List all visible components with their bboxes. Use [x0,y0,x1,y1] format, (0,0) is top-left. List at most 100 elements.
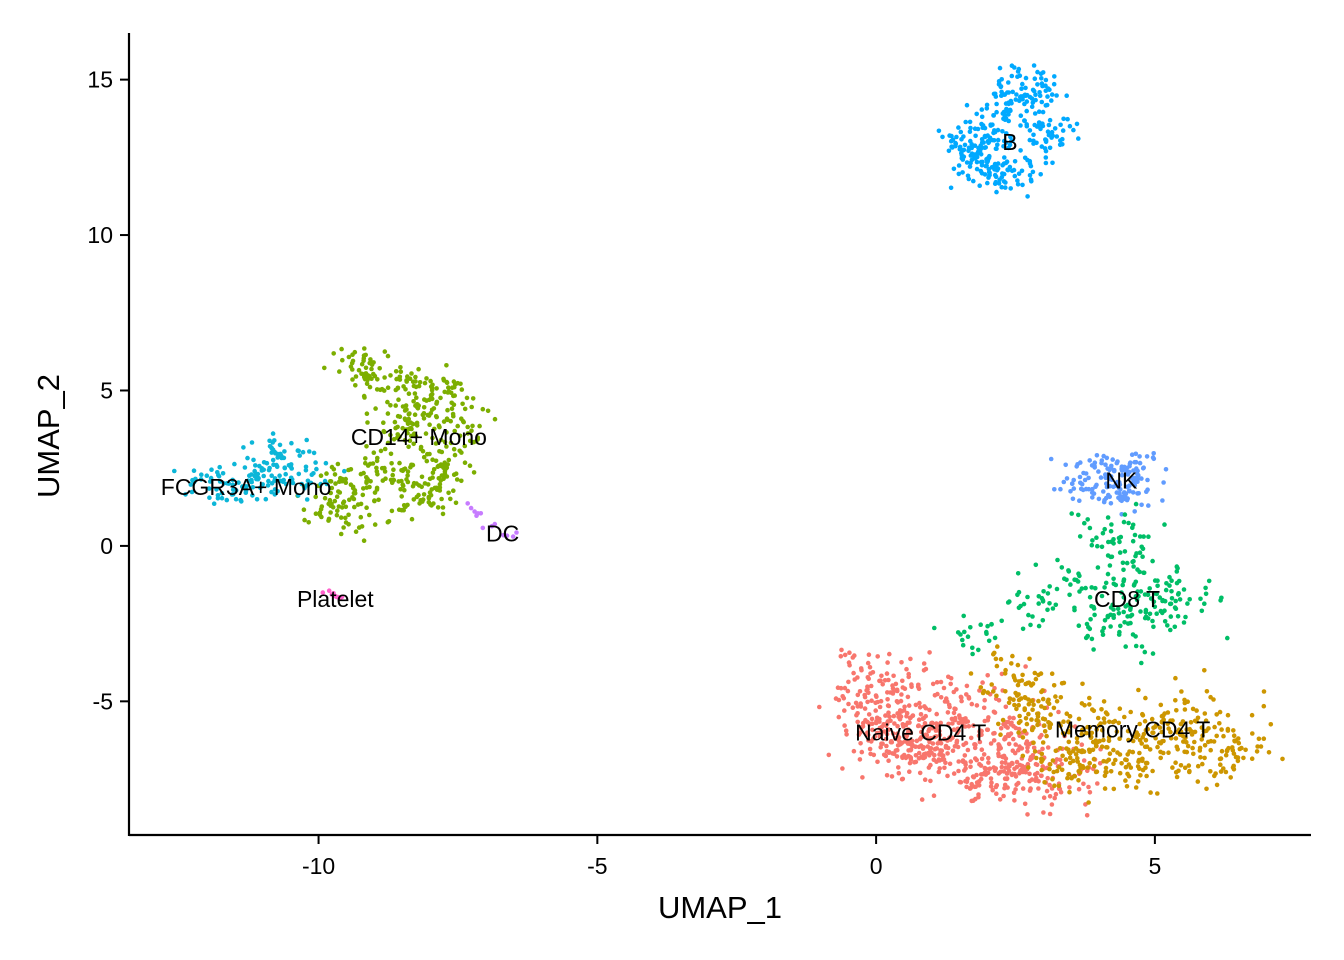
cell-point [878,745,883,750]
cell-point [997,177,1002,182]
cell-point [1076,786,1082,792]
cell-point [485,408,491,414]
cell-point [1073,752,1079,757]
cell-point [1018,768,1023,774]
cell-point [890,686,896,691]
cell-point [1000,717,1006,723]
cell-point [982,172,988,177]
cell-point [900,722,906,727]
cell-point [428,378,433,384]
cell-point [1128,620,1133,626]
cell-point [358,471,364,477]
cell-point [950,748,956,753]
cell-point [988,784,994,789]
cell-point [416,366,421,372]
cell-point [421,492,427,497]
cell-point [851,748,857,754]
cell-point [1230,765,1236,770]
cell-point [960,642,966,648]
cell-point [932,734,937,740]
cell-point [1008,722,1014,727]
cell-point [363,365,369,371]
cell-point [1163,467,1169,472]
cell-point [1099,744,1105,749]
cell-point [1045,129,1051,134]
cell-point [191,468,197,474]
cell-point [419,484,425,490]
cell-point [994,109,999,115]
cell-point [1078,486,1084,492]
cell-point [1165,623,1170,628]
cell-point [339,346,344,352]
cell-point [230,482,236,488]
cell-point [920,724,926,730]
cell-point [1012,159,1018,164]
cell-point [986,755,991,761]
cell-point [1138,609,1143,614]
cell-point [1031,740,1036,745]
cell-point [392,419,398,425]
cell-point [1140,466,1146,471]
cell-point [979,114,985,120]
cell-point [277,473,282,479]
cell-point [1022,769,1028,774]
cell-point [972,745,978,751]
cell-point [258,485,263,491]
cell-point [1169,589,1174,594]
cell-point [318,481,324,487]
cell-point [1003,765,1009,770]
cell-point [936,128,942,134]
cell-point [1067,123,1073,129]
cell-point [1129,475,1134,481]
cell-point [855,704,860,709]
cell-point [1049,129,1055,135]
cell-point [265,483,271,488]
cell-point [1154,611,1159,616]
cell-point [918,712,924,717]
cell-point [1087,626,1093,632]
cell-point [1105,553,1111,558]
cell-point [865,675,871,680]
cell-point [1091,491,1097,496]
cell-point [1168,601,1174,607]
cell-point [1173,675,1178,681]
cell-point [337,479,342,485]
cell-point [1105,472,1111,477]
cell-point [994,189,999,195]
cell-point [1173,760,1178,765]
cell-point [969,142,974,147]
cell-point [411,441,417,447]
cell-point [1058,122,1063,128]
cell-point [951,166,957,172]
cell-point [865,699,870,705]
cell-point [405,430,410,436]
cell-point [462,443,468,449]
cell-point [1217,709,1223,715]
cell-point [1077,573,1082,579]
cell-point [404,379,410,384]
cell-point [1135,479,1140,485]
cell-point [319,514,324,520]
cell-point [397,377,403,382]
cell-point [364,381,370,387]
cell-point [998,84,1004,89]
cell-point [966,724,972,729]
cell-point [1100,632,1106,637]
cell-point [381,420,386,426]
cell-point [263,496,269,502]
cell-point [945,751,950,756]
cell-point [361,358,366,364]
cell-point [945,710,951,715]
cell-point [976,647,981,653]
cell-point [1052,126,1058,131]
cell-point [1079,731,1085,737]
cluster-label: Naive CD4 T [855,719,986,745]
cell-point [978,685,984,690]
cell-point [445,407,450,413]
cell-point [842,723,847,728]
cell-point [1027,771,1032,777]
cell-point [892,721,897,726]
cell-point [913,702,919,708]
cell-point [1021,93,1027,99]
cell-point [1035,714,1041,719]
